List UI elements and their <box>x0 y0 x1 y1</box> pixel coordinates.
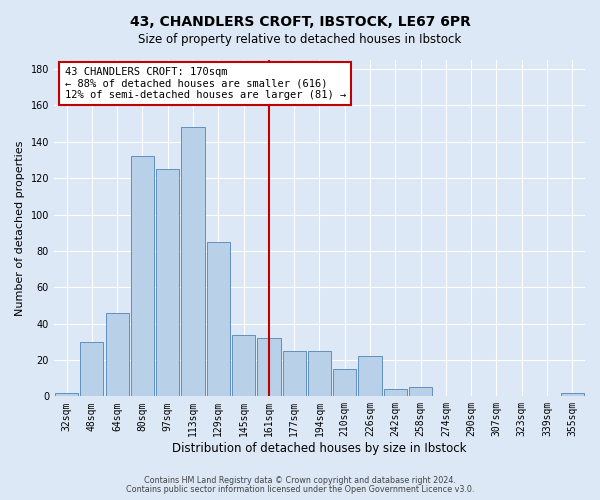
Bar <box>106 312 129 396</box>
Bar <box>383 389 407 396</box>
Text: Size of property relative to detached houses in Ibstock: Size of property relative to detached ho… <box>139 32 461 46</box>
Bar <box>561 392 584 396</box>
Bar <box>131 156 154 396</box>
Bar <box>232 334 255 396</box>
Text: Contains public sector information licensed under the Open Government Licence v3: Contains public sector information licen… <box>126 485 474 494</box>
Bar <box>333 369 356 396</box>
Text: 43 CHANDLERS CROFT: 170sqm
← 88% of detached houses are smaller (616)
12% of sem: 43 CHANDLERS CROFT: 170sqm ← 88% of deta… <box>65 66 346 100</box>
Bar <box>181 128 205 396</box>
Bar <box>358 356 382 397</box>
Bar <box>308 351 331 397</box>
Text: 43, CHANDLERS CROFT, IBSTOCK, LE67 6PR: 43, CHANDLERS CROFT, IBSTOCK, LE67 6PR <box>130 15 470 29</box>
Bar <box>156 169 179 396</box>
Y-axis label: Number of detached properties: Number of detached properties <box>15 140 25 316</box>
Bar <box>409 387 432 396</box>
Bar <box>80 342 103 396</box>
Text: Contains HM Land Registry data © Crown copyright and database right 2024.: Contains HM Land Registry data © Crown c… <box>144 476 456 485</box>
Bar <box>55 392 78 396</box>
X-axis label: Distribution of detached houses by size in Ibstock: Distribution of detached houses by size … <box>172 442 467 455</box>
Bar <box>283 351 306 397</box>
Bar <box>206 242 230 396</box>
Bar <box>257 338 281 396</box>
